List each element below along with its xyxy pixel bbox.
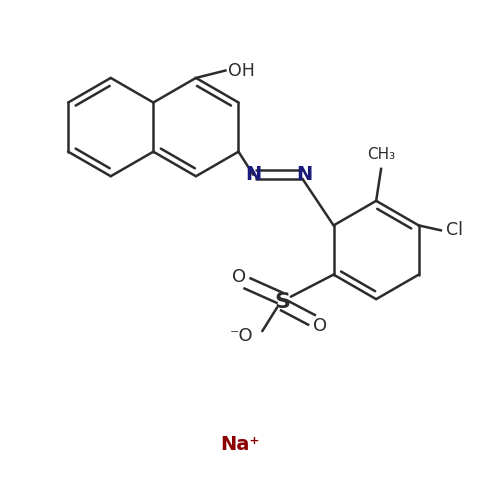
Text: Na⁺: Na⁺ <box>220 434 260 454</box>
Text: O: O <box>313 317 327 335</box>
Text: O: O <box>232 268 246 286</box>
Text: N: N <box>245 165 262 184</box>
Text: N: N <box>296 165 313 184</box>
Text: CH₃: CH₃ <box>367 148 395 162</box>
Text: OH: OH <box>228 62 255 80</box>
Text: ⁻O: ⁻O <box>230 327 254 345</box>
Text: Cl: Cl <box>446 222 463 240</box>
Text: S: S <box>274 292 290 312</box>
